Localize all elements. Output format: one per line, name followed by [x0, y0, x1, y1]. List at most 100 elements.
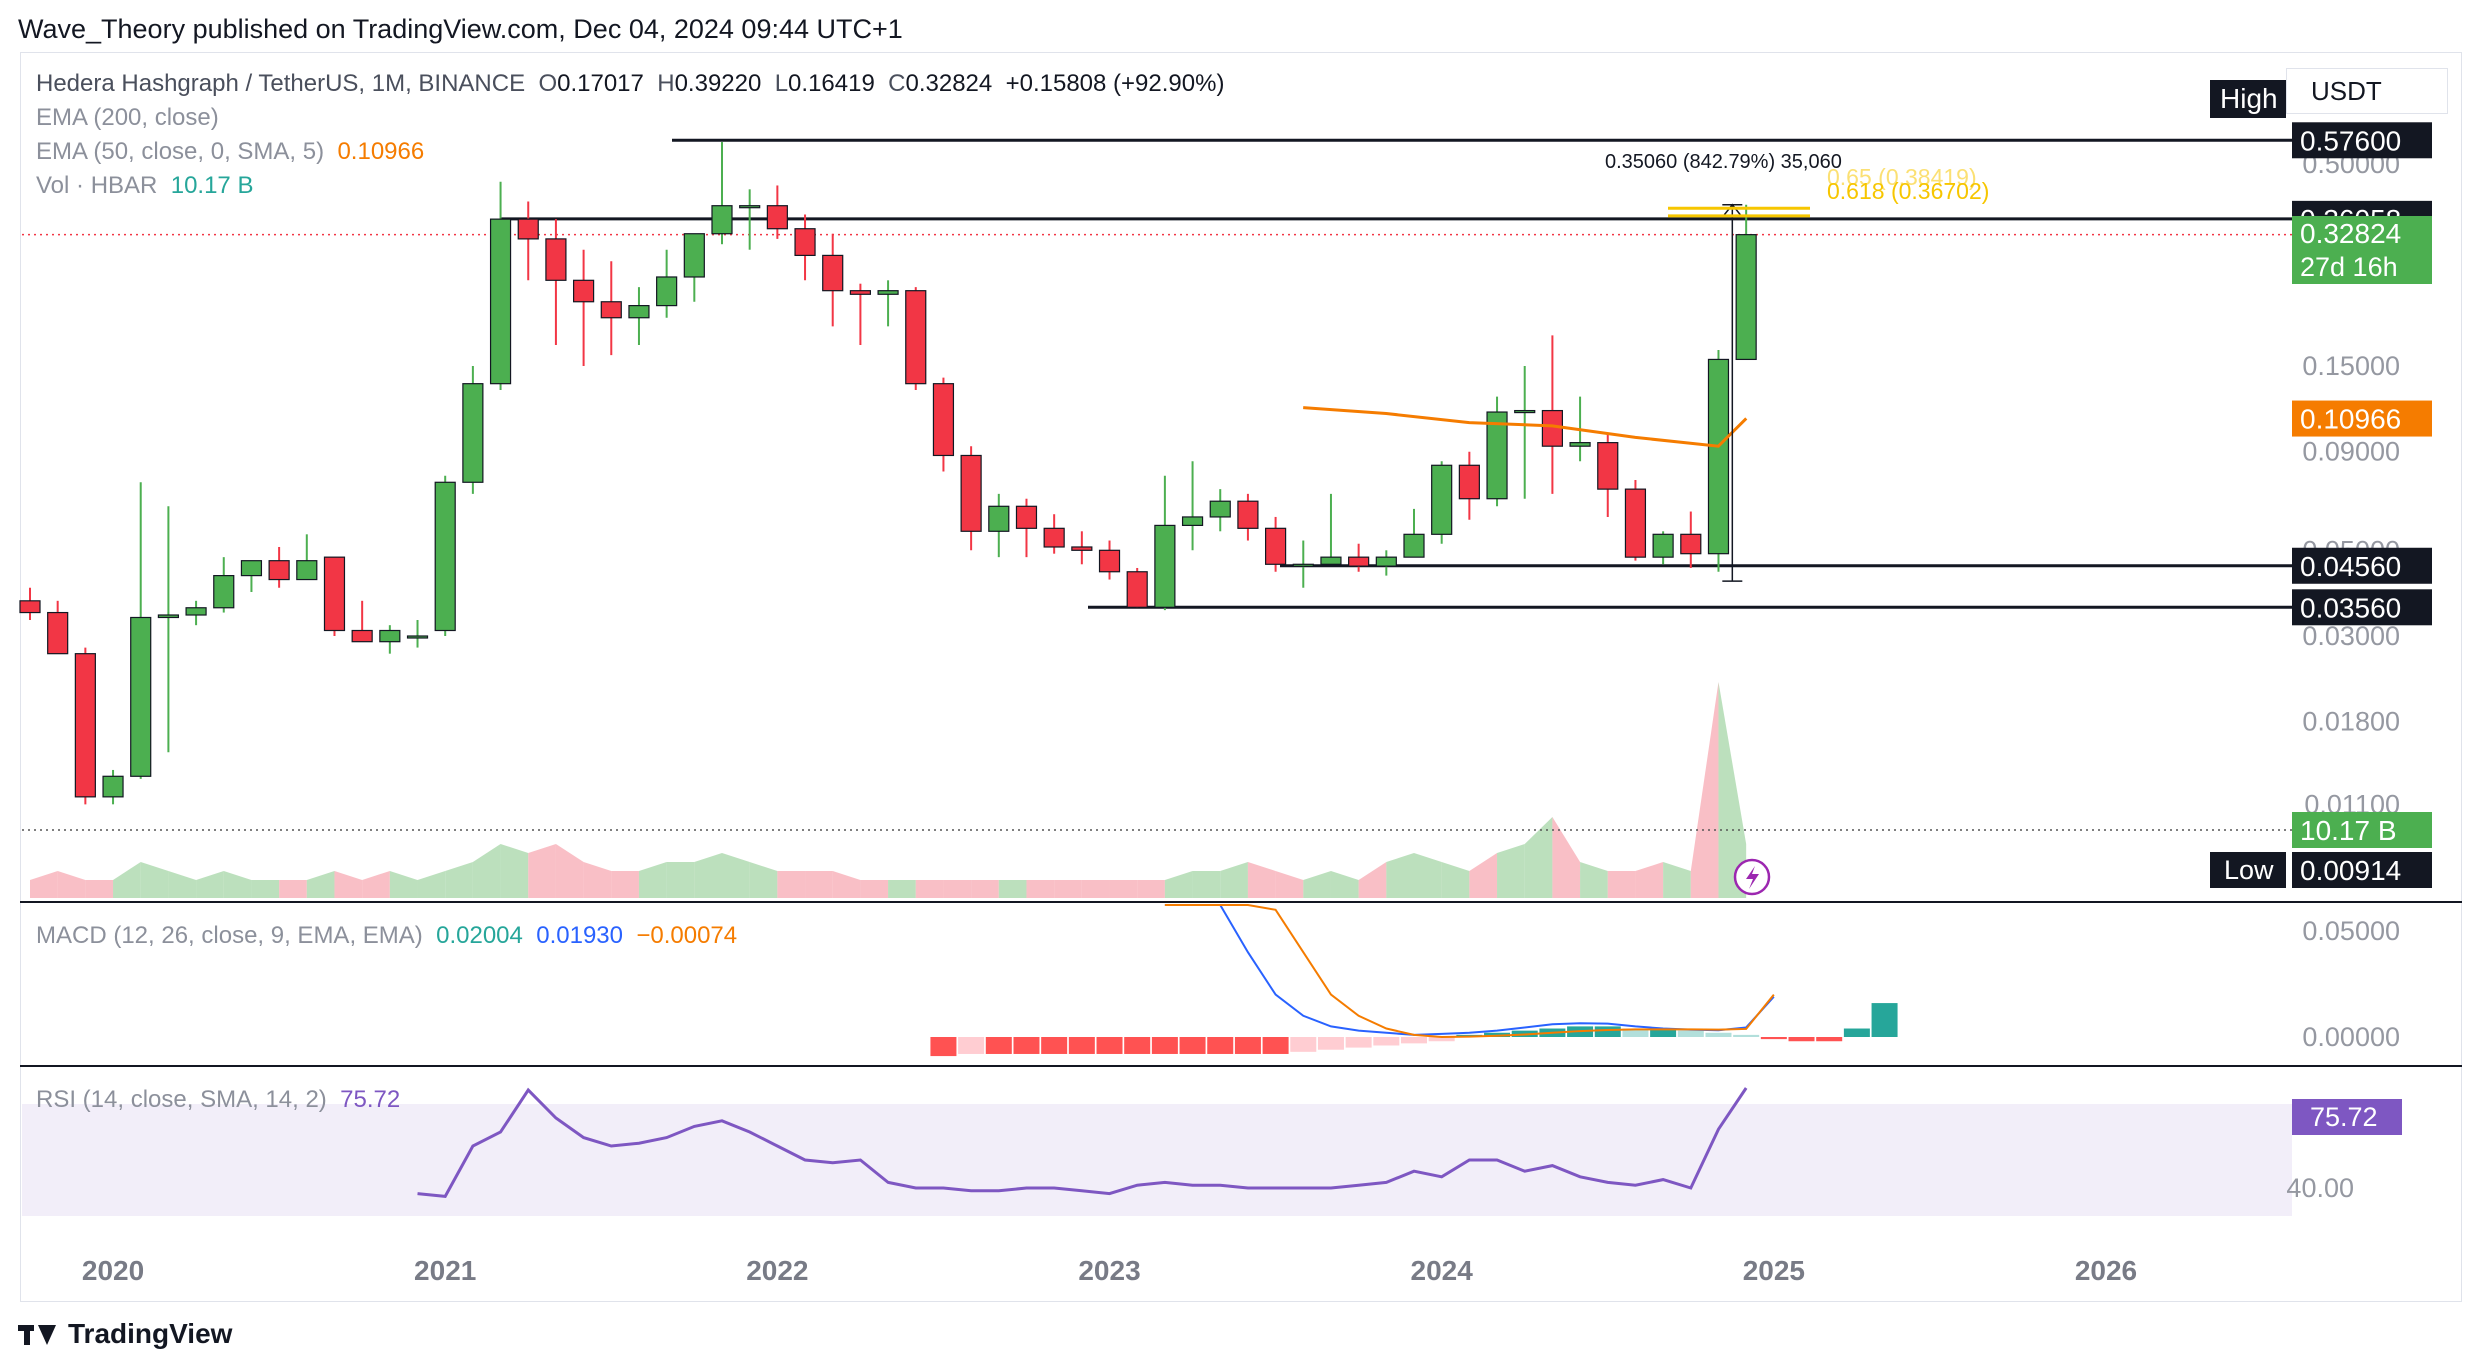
candle-body [351, 629, 373, 643]
macd-histogram-bar [1816, 1037, 1843, 1042]
rsi-line [417, 1087, 1748, 1198]
candle-body [1652, 533, 1674, 558]
macd-label: MACD (12, 26, close, 9, EMA, EMA) [36, 922, 423, 949]
price-scale: 0.500000.150000.090000.050000.030000.018… [2210, 80, 2432, 1203]
volume-segment [1497, 844, 1525, 898]
macd-line-value: 0.01930 [536, 922, 623, 949]
macd-histogram-bar [1650, 1028, 1677, 1037]
macd-histogram-bar [1622, 1028, 1649, 1037]
rsi-band [22, 1104, 2292, 1216]
candle-body [1320, 556, 1342, 565]
macd-signal-line [1164, 904, 1775, 1039]
volume-segment [1469, 853, 1498, 898]
volume-segment [694, 853, 722, 898]
volume-segment [1137, 880, 1165, 898]
volume-segment [888, 880, 916, 898]
high-value-tag: 0.57600 [2300, 125, 2401, 156]
volume-segment [1330, 871, 1359, 898]
candle-body [877, 290, 899, 295]
rsi-value: 75.72 [340, 1086, 401, 1113]
volume-segment [1081, 880, 1110, 898]
volume-segment [1441, 862, 1470, 898]
rsi-pane [417, 1087, 1748, 1198]
volume-segment [251, 880, 280, 898]
ema50-legend[interactable]: EMA (50, close, 0, SMA, 5) 0.10966 [36, 138, 424, 166]
candle-body [323, 556, 346, 632]
volume-segment [1386, 853, 1414, 898]
high-label: H [657, 70, 675, 97]
candle-body [1403, 533, 1425, 558]
volume-segment [1718, 682, 1747, 898]
macd-histogram-bar [1179, 1037, 1206, 1054]
volume-segment [445, 862, 473, 898]
countdown-value: 27d 16h [2300, 252, 2398, 282]
candle-body [628, 305, 650, 319]
macd-histogram-bar [1428, 1037, 1455, 1042]
macd-histogram-bar [1594, 1026, 1621, 1037]
volume-segment [971, 880, 999, 898]
candle-body [572, 279, 595, 303]
close-label: C [888, 70, 906, 97]
candle-body [960, 454, 982, 532]
low-value: 0.16419 [788, 70, 875, 97]
macd-histogram-bar [1234, 1037, 1261, 1054]
macd-pane [930, 904, 1898, 1057]
macd-histogram-bar [985, 1037, 1012, 1054]
candle-body [1458, 464, 1480, 500]
volume-segment [140, 862, 169, 898]
volume-segment [1275, 871, 1304, 898]
candle-body [296, 560, 318, 581]
volume-segment [334, 871, 363, 898]
fib-label-650: 0.65 (0.38419) [1827, 164, 1977, 190]
candle-body [1624, 488, 1647, 558]
volume-segment [1580, 862, 1608, 898]
candle-body [157, 614, 179, 619]
candle-body [1514, 409, 1536, 414]
price-tick-label: 0.01800 [2302, 707, 2400, 737]
macd-histogram-bar [1373, 1037, 1400, 1046]
volume-segment [1026, 880, 1055, 898]
volume-legend[interactable]: Vol · HBAR 10.17 B [36, 172, 253, 200]
volume-segment [1663, 862, 1691, 898]
volume-value-tag-bg [2292, 812, 2432, 848]
volume-segment [30, 871, 58, 898]
macd-histogram-bar [1788, 1037, 1815, 1042]
candle-body [1486, 411, 1508, 500]
candle-body [849, 290, 872, 295]
ema200-legend[interactable]: EMA (200, close) [36, 104, 219, 131]
tradingview-brand[interactable]: TradingView [18, 1318, 232, 1350]
volume-segment [611, 871, 639, 898]
candle-body [406, 635, 429, 639]
macd-histogram-bar [1068, 1037, 1095, 1054]
candle-body [517, 218, 539, 240]
lightning-bolt [1746, 866, 1759, 889]
candle-body [1043, 527, 1065, 548]
candle-body [1126, 571, 1148, 608]
support1-tag-bg [2292, 547, 2432, 584]
rsi-legend[interactable]: RSI (14, close, SMA, 14, 2) 75.72 [36, 1086, 400, 1114]
macd-legend[interactable]: MACD (12, 26, close, 9, EMA, EMA) 0.0200… [36, 922, 737, 950]
candle-body [1541, 409, 1564, 447]
candle-body [19, 600, 41, 614]
volume-segment [279, 880, 307, 898]
close-value: 0.32824 [905, 70, 993, 97]
candle-body [1597, 442, 1619, 490]
volume-segment [223, 871, 252, 898]
candle-body [1707, 358, 1730, 555]
candle-body [656, 276, 678, 307]
candle-body [1264, 527, 1287, 565]
volume-segment [555, 844, 584, 898]
ema50-value: 0.10966 [337, 138, 425, 165]
macd-histogram-bar [1262, 1037, 1289, 1054]
macd-histogram-bar [958, 1037, 985, 1054]
time-axis-label: 2020 [82, 1255, 144, 1286]
macd-histogram-bar [1345, 1037, 1372, 1048]
currency-button[interactable]: USDT [2286, 68, 2448, 114]
candle-body [822, 254, 844, 292]
last-price-bg [2292, 216, 2432, 284]
price-tick-label: 0.03000 [2302, 621, 2400, 651]
ema50-line [1303, 406, 1748, 448]
volume-segment [472, 844, 501, 898]
macd-histogram-bar [1871, 1003, 1898, 1037]
